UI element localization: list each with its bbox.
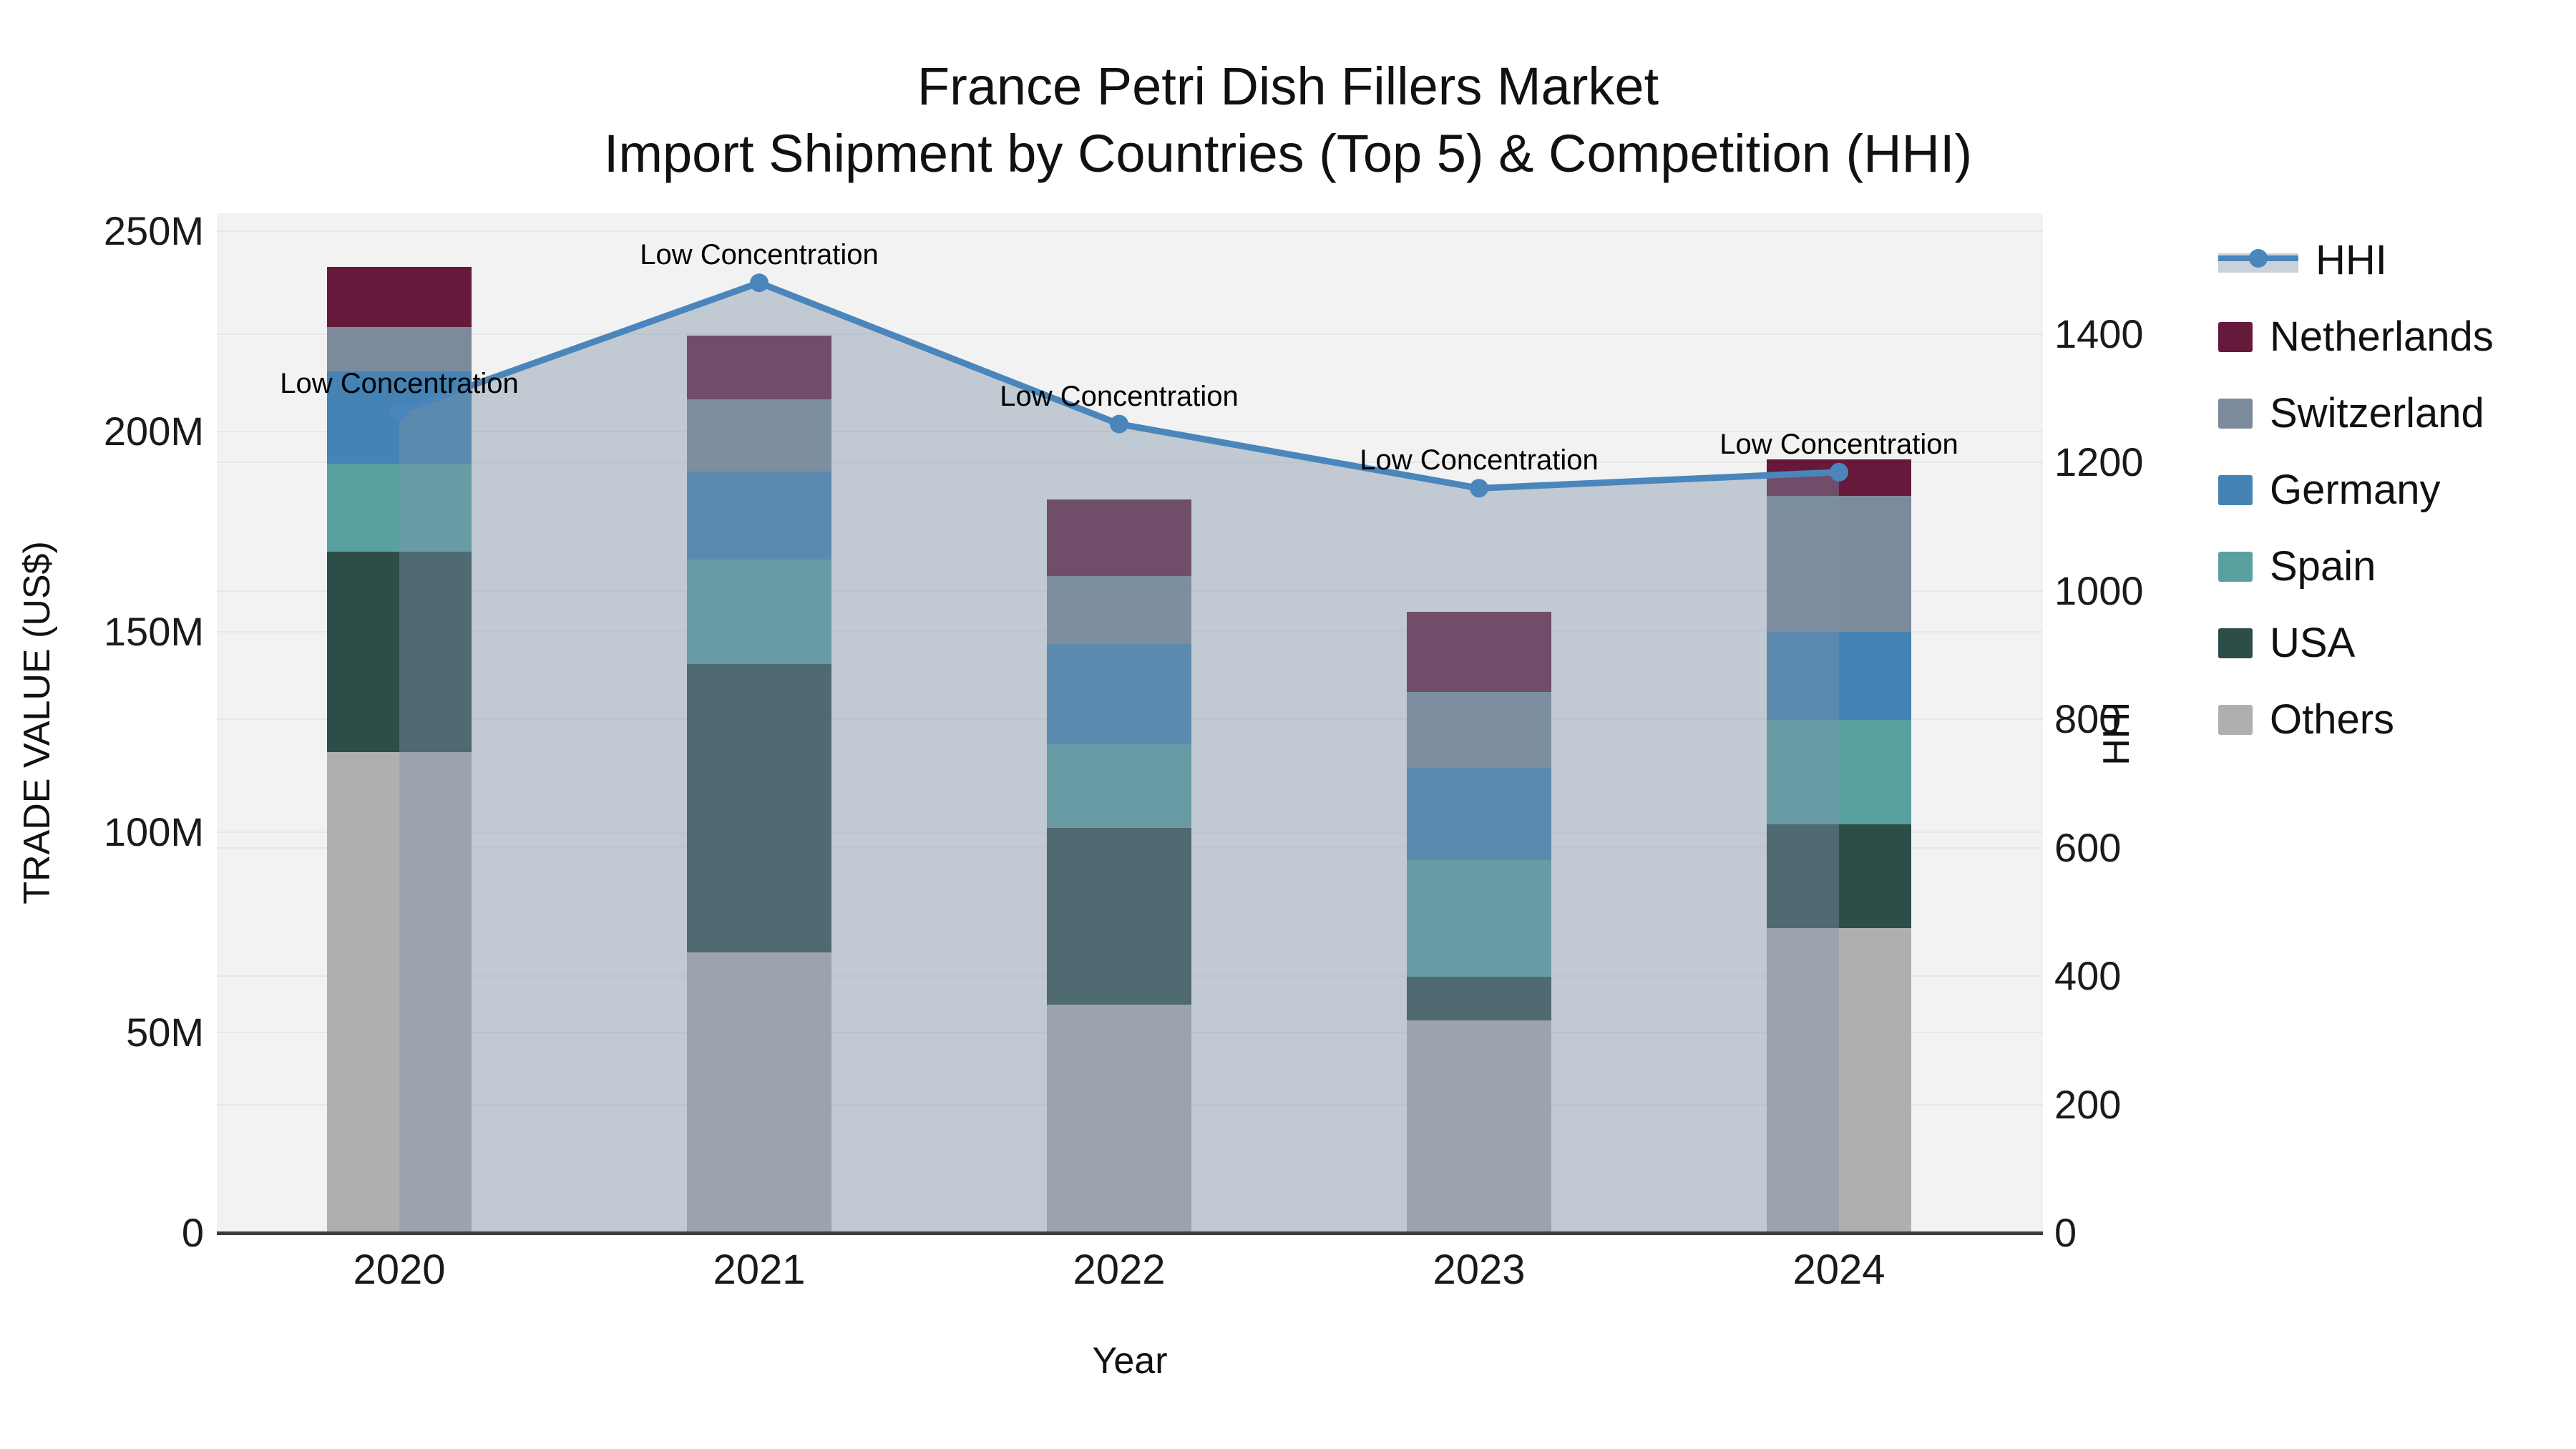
bar-2023-spain[interactable]: [1407, 860, 1551, 977]
x-tick-2020: 2020: [353, 1246, 446, 1293]
bar-2021-spain[interactable]: [687, 560, 831, 664]
bar-2023-switzerland[interactable]: [1407, 692, 1551, 769]
bar-2021-netherlands[interactable]: [687, 335, 831, 400]
gridline-right-1400: [217, 333, 2043, 335]
bar-2024-spain[interactable]: [1767, 720, 1911, 824]
y-right-tick-200: 200: [2054, 1081, 2122, 1127]
hhi-point-2024[interactable]: [1830, 462, 1848, 482]
y-right-tick-400: 400: [2054, 953, 2122, 999]
y-left-tick-50M: 50M: [126, 1010, 204, 1055]
legend-swatch-switzerland: [2218, 398, 2253, 429]
y-right-tick-0: 0: [2054, 1210, 2077, 1255]
bar-2024-usa[interactable]: [1767, 824, 1911, 929]
legend-swatch-netherlands: [2218, 321, 2253, 352]
y-axis-title-left: TRADE VALUE (US$): [16, 541, 58, 904]
legend-swatch-others: [2218, 704, 2253, 735]
legend-item-others[interactable]: Others: [2218, 696, 2494, 743]
bar-2024-others[interactable]: [1767, 928, 1911, 1233]
bar-2020-usa[interactable]: [327, 552, 472, 752]
legend-label-hhi: HHI: [2316, 237, 2387, 283]
bar-2022-usa[interactable]: [1047, 828, 1191, 1005]
chart-title: France Petri Dish Fillers Market Import …: [0, 53, 2576, 187]
bar-2020-switzerland[interactable]: [327, 327, 472, 371]
y-left-tick-100M: 100M: [103, 809, 204, 854]
y-left-tick-150M: 150M: [103, 609, 204, 654]
legend-item-switzerland[interactable]: Switzerland: [2218, 389, 2494, 437]
x-tick-2024: 2024: [1792, 1246, 1885, 1293]
y-right-tick-1200: 1200: [2054, 439, 2144, 485]
x-tick-2021: 2021: [713, 1246, 806, 1293]
x-tick-2023: 2023: [1433, 1246, 1526, 1293]
annotation-2022: Low Concentration: [1000, 380, 1239, 412]
bar-2023-others[interactable]: [1407, 1020, 1551, 1233]
legend-item-usa[interactable]: USA: [2218, 619, 2494, 667]
x-tick-2022: 2022: [1073, 1246, 1166, 1293]
bar-2024-switzerland[interactable]: [1767, 495, 1911, 632]
legend-label-spain: Spain: [2270, 543, 2376, 590]
gridline-right-1200: [217, 462, 2043, 464]
legend-label-switzerland: Switzerland: [2270, 390, 2484, 436]
gridline-left-250: [217, 230, 2043, 232]
legend-item-spain[interactable]: Spain: [2218, 542, 2494, 590]
bar-2020-spain[interactable]: [327, 463, 472, 552]
y-right-tick-600: 600: [2054, 824, 2122, 870]
bar-2024-germany[interactable]: [1767, 632, 1911, 721]
bar-2021-switzerland[interactable]: [687, 399, 831, 472]
bar-2021-others[interactable]: [687, 952, 831, 1233]
chart-title-line1: France Petri Dish Fillers Market: [917, 57, 1659, 116]
x-axis-title: Year: [1092, 1340, 1168, 1382]
legend-label-germany: Germany: [2270, 467, 2441, 513]
legend-swatch-usa: [2218, 628, 2253, 658]
x-axis-line: [217, 1231, 2043, 1235]
hhi-area: [399, 283, 1839, 1234]
annotation-2024: Low Concentration: [1719, 428, 1958, 460]
legend-item-hhi[interactable]: HHI: [2218, 236, 2494, 284]
y-left-tick-200M: 200M: [103, 409, 204, 454]
y-left-tick-250M: 250M: [103, 208, 204, 253]
hhi-point-2020[interactable]: [390, 401, 409, 421]
legend-swatch-germany: [2218, 474, 2253, 505]
bar-2021-usa[interactable]: [687, 663, 831, 952]
legend: HHI Netherlands Switzerland Germany Spain USA…: [2218, 236, 2494, 743]
legend-label-netherlands: Netherlands: [2270, 313, 2494, 360]
y-right-tick-1000: 1000: [2054, 567, 2144, 613]
hhi-marker-icon: [2249, 248, 2268, 268]
bar-2023-usa[interactable]: [1407, 976, 1551, 1021]
legend-item-germany[interactable]: Germany: [2218, 466, 2494, 514]
bar-2022-switzerland[interactable]: [1047, 575, 1191, 644]
legend-label-usa: USA: [2270, 620, 2356, 666]
legend-swatch-spain: [2218, 551, 2253, 582]
hhi-point-2022[interactable]: [1110, 414, 1128, 434]
bar-2022-others[interactable]: [1047, 1004, 1191, 1233]
annotation-2023: Low Concentration: [1360, 444, 1599, 477]
bar-2021-germany[interactable]: [687, 472, 831, 560]
legend-label-others: Others: [2270, 696, 2395, 743]
legend-item-netherlands[interactable]: Netherlands: [2218, 313, 2494, 361]
annotation-2020: Low Concentration: [280, 367, 519, 399]
bar-2023-netherlands[interactable]: [1407, 612, 1551, 692]
bar-2022-netherlands[interactable]: [1047, 499, 1191, 576]
hhi-point-2021[interactable]: [750, 273, 769, 293]
bar-2022-spain[interactable]: [1047, 743, 1191, 829]
gridline-left-200: [217, 431, 2043, 432]
hhi-legend-swatch-icon: [2218, 248, 2298, 273]
chart-title-line2: Import Shipment by Countries (Top 5) & C…: [603, 124, 1973, 183]
y-axis-title-right: HHI: [2096, 701, 2137, 766]
annotation-2021: Low Concentration: [640, 239, 879, 271]
y-right-tick-800: 800: [2054, 696, 2122, 742]
bar-2020-netherlands[interactable]: [327, 267, 472, 328]
y-right-tick-1400: 1400: [2054, 311, 2144, 356]
hhi-point-2023[interactable]: [1470, 479, 1488, 498]
bar-2022-germany[interactable]: [1047, 643, 1191, 744]
bar-2023-germany[interactable]: [1407, 768, 1551, 861]
y-left-tick-0: 0: [181, 1210, 204, 1255]
bar-2020-others[interactable]: [327, 752, 472, 1233]
